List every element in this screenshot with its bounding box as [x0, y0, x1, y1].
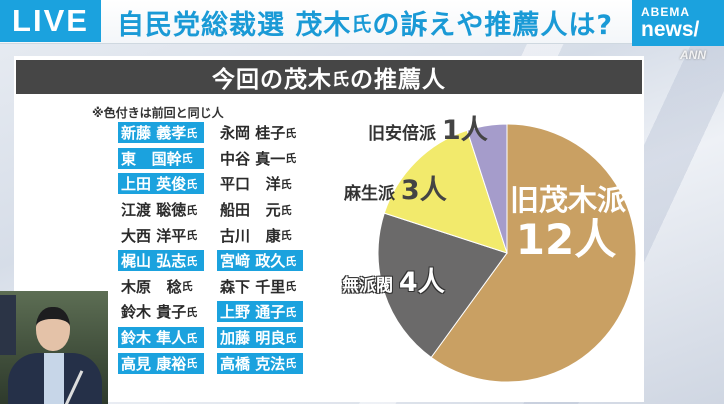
honorific: 氏	[186, 203, 198, 217]
name-text: 加藤 明良	[220, 329, 286, 348]
headline-part2: の訴えや推薦人は?	[372, 9, 614, 41]
name-row: 上田 英俊氏平口 洋氏	[118, 171, 318, 197]
name-row: 江渡 聡徳氏船田 元氏	[118, 197, 318, 223]
presenter-video	[0, 291, 108, 404]
honorific: 氏	[280, 229, 292, 243]
name-text: 森下 千里	[220, 277, 286, 296]
title-part2: の推薦人	[350, 67, 446, 93]
name-text: 東 国幹	[121, 149, 182, 168]
name-row: 鈴木 貴子氏上野 通子氏	[118, 299, 318, 325]
name-text: 梶山 弘志	[121, 252, 187, 271]
recommender-name: 平口 洋氏	[217, 173, 303, 194]
logo-line1: ABEMA	[641, 5, 690, 19]
recommender-name: 東 国幹氏	[118, 147, 204, 169]
name-text: 平口 洋	[220, 175, 281, 194]
name-text: 古川 康	[220, 226, 281, 245]
recommender-name: 加藤 明良氏	[217, 327, 303, 349]
recommender-name: 永岡 桂子氏	[217, 122, 303, 143]
honorific: 氏	[280, 203, 292, 217]
recommender-name: 高橋 克法氏	[217, 352, 303, 374]
recommender-name: 鈴木 隼人氏	[118, 327, 204, 349]
honorific: 氏	[186, 126, 198, 140]
name-text: 高見 康裕	[121, 354, 187, 373]
presenter-shirt	[44, 353, 64, 404]
honorific: 氏	[186, 229, 198, 243]
recommender-name: 大西 洋平氏	[118, 225, 204, 246]
honorific: 氏	[186, 177, 198, 191]
honorific: 氏	[285, 357, 297, 371]
recommender-name: 高見 康裕氏	[118, 352, 204, 374]
name-text: 宮﨑 政久	[220, 252, 286, 271]
name-text: 新藤 義孝	[121, 124, 187, 143]
honorific: 氏	[285, 280, 297, 294]
honorific: 氏	[186, 331, 198, 345]
name-text: 高橋 克法	[220, 354, 286, 373]
recommender-name: 鈴木 貴子氏	[118, 301, 204, 322]
recommender-name: 宮﨑 政久氏	[217, 250, 303, 272]
presenter-head	[36, 307, 70, 351]
name-row: 鈴木 隼人氏加藤 明良氏	[118, 325, 318, 351]
honorific: 氏	[285, 305, 297, 319]
honorific: 氏	[181, 280, 193, 294]
ann-watermark: ANN	[680, 48, 706, 62]
name-row: 高見 康裕氏高橋 克法氏	[118, 350, 318, 376]
recommender-name: 梶山 弘志氏	[118, 250, 204, 272]
honorific: 氏	[285, 331, 297, 345]
name-row: 新藤 義孝氏永岡 桂子氏	[118, 120, 318, 146]
recommender-name: 中谷 真一氏	[217, 148, 303, 169]
background-screen	[0, 295, 16, 355]
honorific: 氏	[285, 152, 297, 166]
name-text: 大西 洋平	[121, 226, 187, 245]
recommender-name: 上野 通子氏	[217, 301, 303, 323]
recommender-list: 新藤 義孝氏永岡 桂子氏東 国幹氏中谷 真一氏上田 英俊氏平口 洋氏江渡 聡徳氏…	[118, 120, 318, 376]
name-text: 上田 英俊	[121, 175, 187, 194]
honorific: 氏	[285, 126, 297, 140]
name-row: 梶山 弘志氏宮﨑 政久氏	[118, 248, 318, 274]
name-text: 上野 通子	[220, 303, 286, 322]
headline-honorific: 氏	[351, 11, 373, 36]
honorific: 氏	[181, 152, 193, 166]
title-part1: 今回の茂木	[212, 67, 332, 93]
name-text: 永岡 桂子	[220, 124, 286, 143]
recommender-name: 船田 元氏	[217, 199, 303, 220]
honorific: 氏	[186, 305, 198, 319]
honorific: 氏	[280, 177, 292, 191]
recommender-name: 江渡 聡徳氏	[118, 199, 204, 220]
honorific: 氏	[186, 254, 198, 268]
recommender-name: 古川 康氏	[217, 225, 303, 246]
name-text: 鈴木 隼人	[121, 329, 187, 348]
recommenders-panel: 今回の茂木氏の推薦人 ※色付きは前回と同じ人 新藤 義孝氏永岡 桂子氏東 国幹氏…	[14, 56, 644, 402]
name-row: 東 国幹氏中谷 真一氏	[118, 146, 318, 172]
recommender-name: 木原 稔氏	[118, 276, 204, 297]
recommender-name: 上田 英俊氏	[118, 173, 204, 195]
name-text: 中谷 真一	[220, 149, 286, 168]
title-honorific: 氏	[332, 69, 350, 90]
name-text: 鈴木 貴子	[121, 303, 187, 322]
name-text: 船田 元	[220, 201, 281, 220]
honorific: 氏	[285, 254, 297, 268]
panel-title: 今回の茂木氏の推薦人	[16, 60, 642, 94]
live-badge: LIVE	[0, 0, 101, 42]
honorific: 氏	[186, 357, 198, 371]
abema-news-logo: ABEMA news/	[632, 0, 724, 46]
name-row: 大西 洋平氏古川 康氏	[118, 222, 318, 248]
name-text: 江渡 聡徳	[121, 201, 187, 220]
name-row: 木原 稔氏森下 千里氏	[118, 274, 318, 300]
recommender-name: 森下 千里氏	[217, 276, 303, 297]
top-banner: LIVE 自民党総裁選 茂木氏の訴えや推薦人は? ABEMA news/	[0, 0, 724, 46]
logo-line2: news/	[641, 18, 700, 41]
headline-part1: 自民党総裁選 茂木	[117, 9, 352, 41]
headline: 自民党総裁選 茂木氏の訴えや推薦人は?	[117, 3, 613, 41]
name-text: 木原 稔	[121, 277, 182, 296]
color-note: ※色付きは前回と同じ人	[92, 106, 224, 120]
recommender-name: 新藤 義孝氏	[118, 122, 204, 144]
